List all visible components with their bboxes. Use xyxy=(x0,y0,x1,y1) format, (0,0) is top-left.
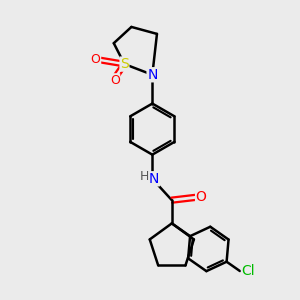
Text: S: S xyxy=(120,57,129,71)
Text: H: H xyxy=(139,170,149,183)
Text: N: N xyxy=(147,68,158,82)
Text: O: O xyxy=(91,53,100,66)
Text: N: N xyxy=(149,172,159,186)
Text: Cl: Cl xyxy=(242,264,255,278)
Text: O: O xyxy=(196,190,206,204)
Text: O: O xyxy=(110,74,120,87)
